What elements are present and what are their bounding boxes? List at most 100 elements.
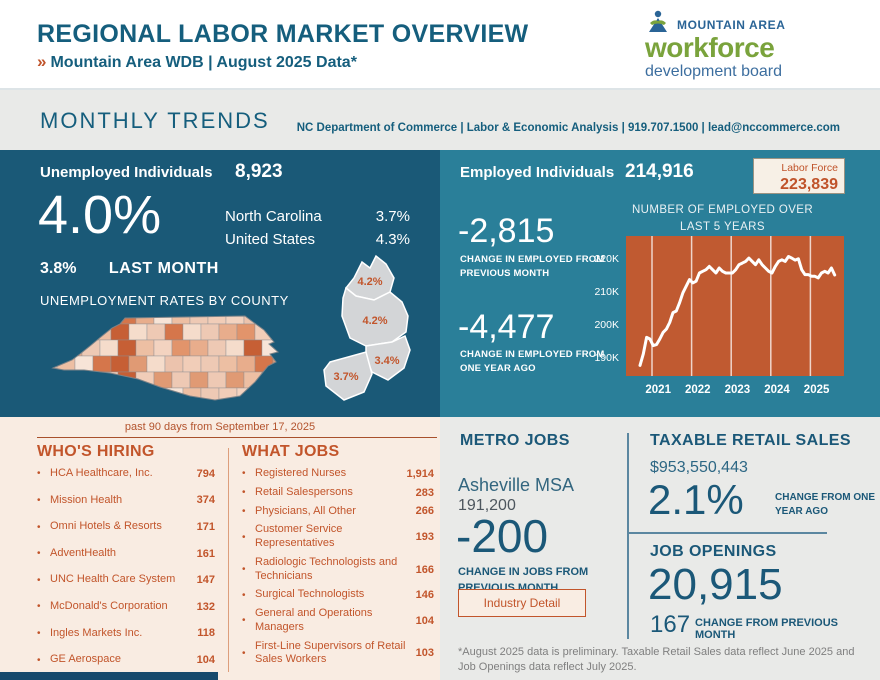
posting-count: 104	[415, 614, 434, 627]
svg-text:2022: 2022	[685, 384, 711, 396]
nc-county-choropleth-map	[51, 315, 280, 401]
retail-sales-value: $953,550,443	[650, 459, 748, 476]
employer-name: AdventHealth	[50, 546, 117, 559]
header: REGIONAL LABOR MARKET OVERVIEW » Mountain…	[0, 0, 880, 88]
bullet-icon: •	[242, 589, 246, 601]
vertical-divider	[627, 433, 629, 639]
metro-area-name: Asheville MSA	[458, 475, 575, 495]
employer-name: UNC Health Care System	[50, 573, 176, 586]
bullet-icon: •	[242, 531, 246, 543]
metro-retail-section: METRO JOBS Asheville MSA 191,200 -200 CH…	[440, 417, 880, 680]
list-item: • Retail Salespersons 283	[242, 486, 434, 500]
bullet-icon: •	[37, 574, 41, 586]
posting-count: 266	[415, 505, 434, 518]
industry-detail-button[interactable]: Industry Detail	[458, 589, 586, 617]
hiring-section: past 90 days from September 17, 2025 WHO…	[0, 417, 440, 680]
employed-change-year: -4,477	[458, 308, 555, 346]
list-item: • Registered Nurses 1,914	[242, 467, 434, 481]
job-openings-value: 20,915	[648, 560, 783, 609]
posting-count: 374	[196, 494, 215, 507]
svg-text:2024: 2024	[764, 384, 790, 396]
bullet-icon: •	[37, 494, 41, 506]
bullet-icon: •	[242, 468, 246, 480]
unemployed-label: Unemployed Individuals	[40, 164, 213, 181]
list-item: • Mission Health 374	[37, 494, 215, 508]
posting-count: 283	[415, 486, 434, 499]
list-item: • GE Aerospace 104	[37, 653, 215, 667]
posting-count: 146	[415, 589, 434, 602]
bullet-icon: •	[37, 521, 41, 533]
last-month-label: LAST MONTH	[108, 260, 219, 277]
employment-chart-title: NUMBER OF EMPLOYED OVER LAST 5 YEARS	[631, 204, 814, 233]
employment-line-chart: 2021 2022 2023 2024 2025 220K 210K 200K 190K	[594, 236, 844, 396]
last-month-rate-row: 3.8% LAST MONTH	[40, 260, 219, 278]
list-item: • Omni Hotels & Resorts 171	[37, 520, 215, 534]
posting-count: 166	[415, 563, 434, 576]
county-rate-label: 4.2%	[357, 276, 382, 288]
bullet-icon: •	[242, 487, 246, 499]
metro-jobs-change: -200	[456, 510, 549, 562]
page-title: REGIONAL LABOR MARKET OVERVIEW	[37, 20, 529, 48]
list-item: • First-Line Supervisors of Retail Sales …	[242, 640, 434, 668]
us-rate: 4.3%	[375, 231, 410, 249]
job-openings-change: 167	[650, 611, 691, 638]
openings-change-caption: CHANGE FROM PREVIOUS MONTH	[695, 617, 839, 641]
nc-rate: 3.7%	[375, 208, 410, 225]
whos-hiring-list: • HCA Healthcare, Inc. 794 • Mission Health…	[37, 467, 215, 667]
logo-area-text: MOUNTAIN AREA	[677, 18, 786, 32]
whos-hiring-title: WHO'S HIRING	[37, 443, 155, 460]
job-name: First-Line Supervisors of Retail Sales W…	[255, 639, 406, 666]
county-map-title: UNEMPLOYMENT RATES BY COUNTY	[40, 293, 289, 308]
monthly-trends-bar: MONTHLY TRENDS NC Department of Commerce…	[0, 88, 880, 150]
svg-text:190K: 190K	[594, 352, 619, 364]
posting-count: 104	[196, 654, 215, 667]
past-90-days-label: past 90 days from September 17, 2025	[124, 421, 316, 433]
posting-count: 103	[415, 647, 434, 660]
bullet-icon: •	[37, 548, 41, 560]
chevron-right-icon: »	[37, 52, 47, 71]
list-item: • Surgical Technologists 146	[242, 588, 434, 602]
footer-accent-bar	[0, 672, 218, 680]
list-item: • Ingles Markets Inc. 118	[37, 627, 215, 641]
job-openings-title: JOB OPENINGS	[650, 543, 777, 560]
labor-force-value: 223,839	[780, 175, 838, 193]
metro-jobs-title: METRO JOBS	[460, 432, 570, 449]
employed-change-month: -2,815	[458, 212, 555, 250]
county-rate-label: 3.4%	[374, 355, 399, 367]
employer-name: Ingles Markets Inc.	[50, 626, 143, 639]
unemployment-panel: Unemployed Individuals 8,923 4.0% North …	[0, 150, 440, 417]
nc-label: North Carolina	[225, 208, 322, 225]
bullet-icon: •	[37, 601, 41, 613]
rate-comparison: North Carolina 3.7% United States 4.3%	[225, 205, 410, 252]
svg-text:2025: 2025	[804, 384, 830, 396]
section-title-monthly-trends: MONTHLY TRENDS	[40, 108, 270, 133]
logo-workforce-text: workforce	[645, 32, 775, 63]
job-name: General and Operations Managers	[255, 607, 373, 633]
posting-count: 193	[415, 531, 434, 543]
subtitle-text: Mountain Area WDB | August 2025 Data*	[50, 54, 357, 71]
job-name: Physicians, All Other	[255, 504, 356, 517]
list-item: • McDonald's Corporation 132	[37, 600, 215, 614]
retail-change-caption: CHANGE FROM ONE YEAR AGO	[775, 492, 875, 517]
logo-board-text: development board	[645, 63, 782, 80]
job-name: Retail Salespersons	[255, 485, 353, 498]
commerce-contact-text: NC Department of Commerce | Labor & Econ…	[296, 122, 840, 134]
unemployment-rate: 4.0%	[38, 185, 162, 245]
bullet-icon: •	[242, 505, 246, 517]
svg-text:220K: 220K	[594, 253, 619, 265]
us-label: United States	[225, 231, 316, 249]
county-transylvania	[323, 351, 373, 401]
bullet-icon: •	[37, 654, 41, 666]
divider-line	[37, 437, 437, 438]
column-divider	[228, 448, 229, 672]
svg-text:2023: 2023	[725, 384, 751, 396]
job-name: Surgical Technologists	[255, 588, 365, 601]
labor-force-label: Labor Force	[781, 162, 838, 174]
employer-name: McDonald's Corporation	[50, 599, 168, 612]
list-item: • UNC Health Care System 147	[37, 573, 215, 587]
list-item: • HCA Healthcare, Inc. 794	[37, 467, 215, 481]
county-rate-label: 4.2%	[362, 315, 387, 327]
bullet-icon: •	[37, 468, 41, 480]
wdb-region-county-map: 4.2% 4.2% 3.4% 3.7%	[323, 254, 411, 401]
